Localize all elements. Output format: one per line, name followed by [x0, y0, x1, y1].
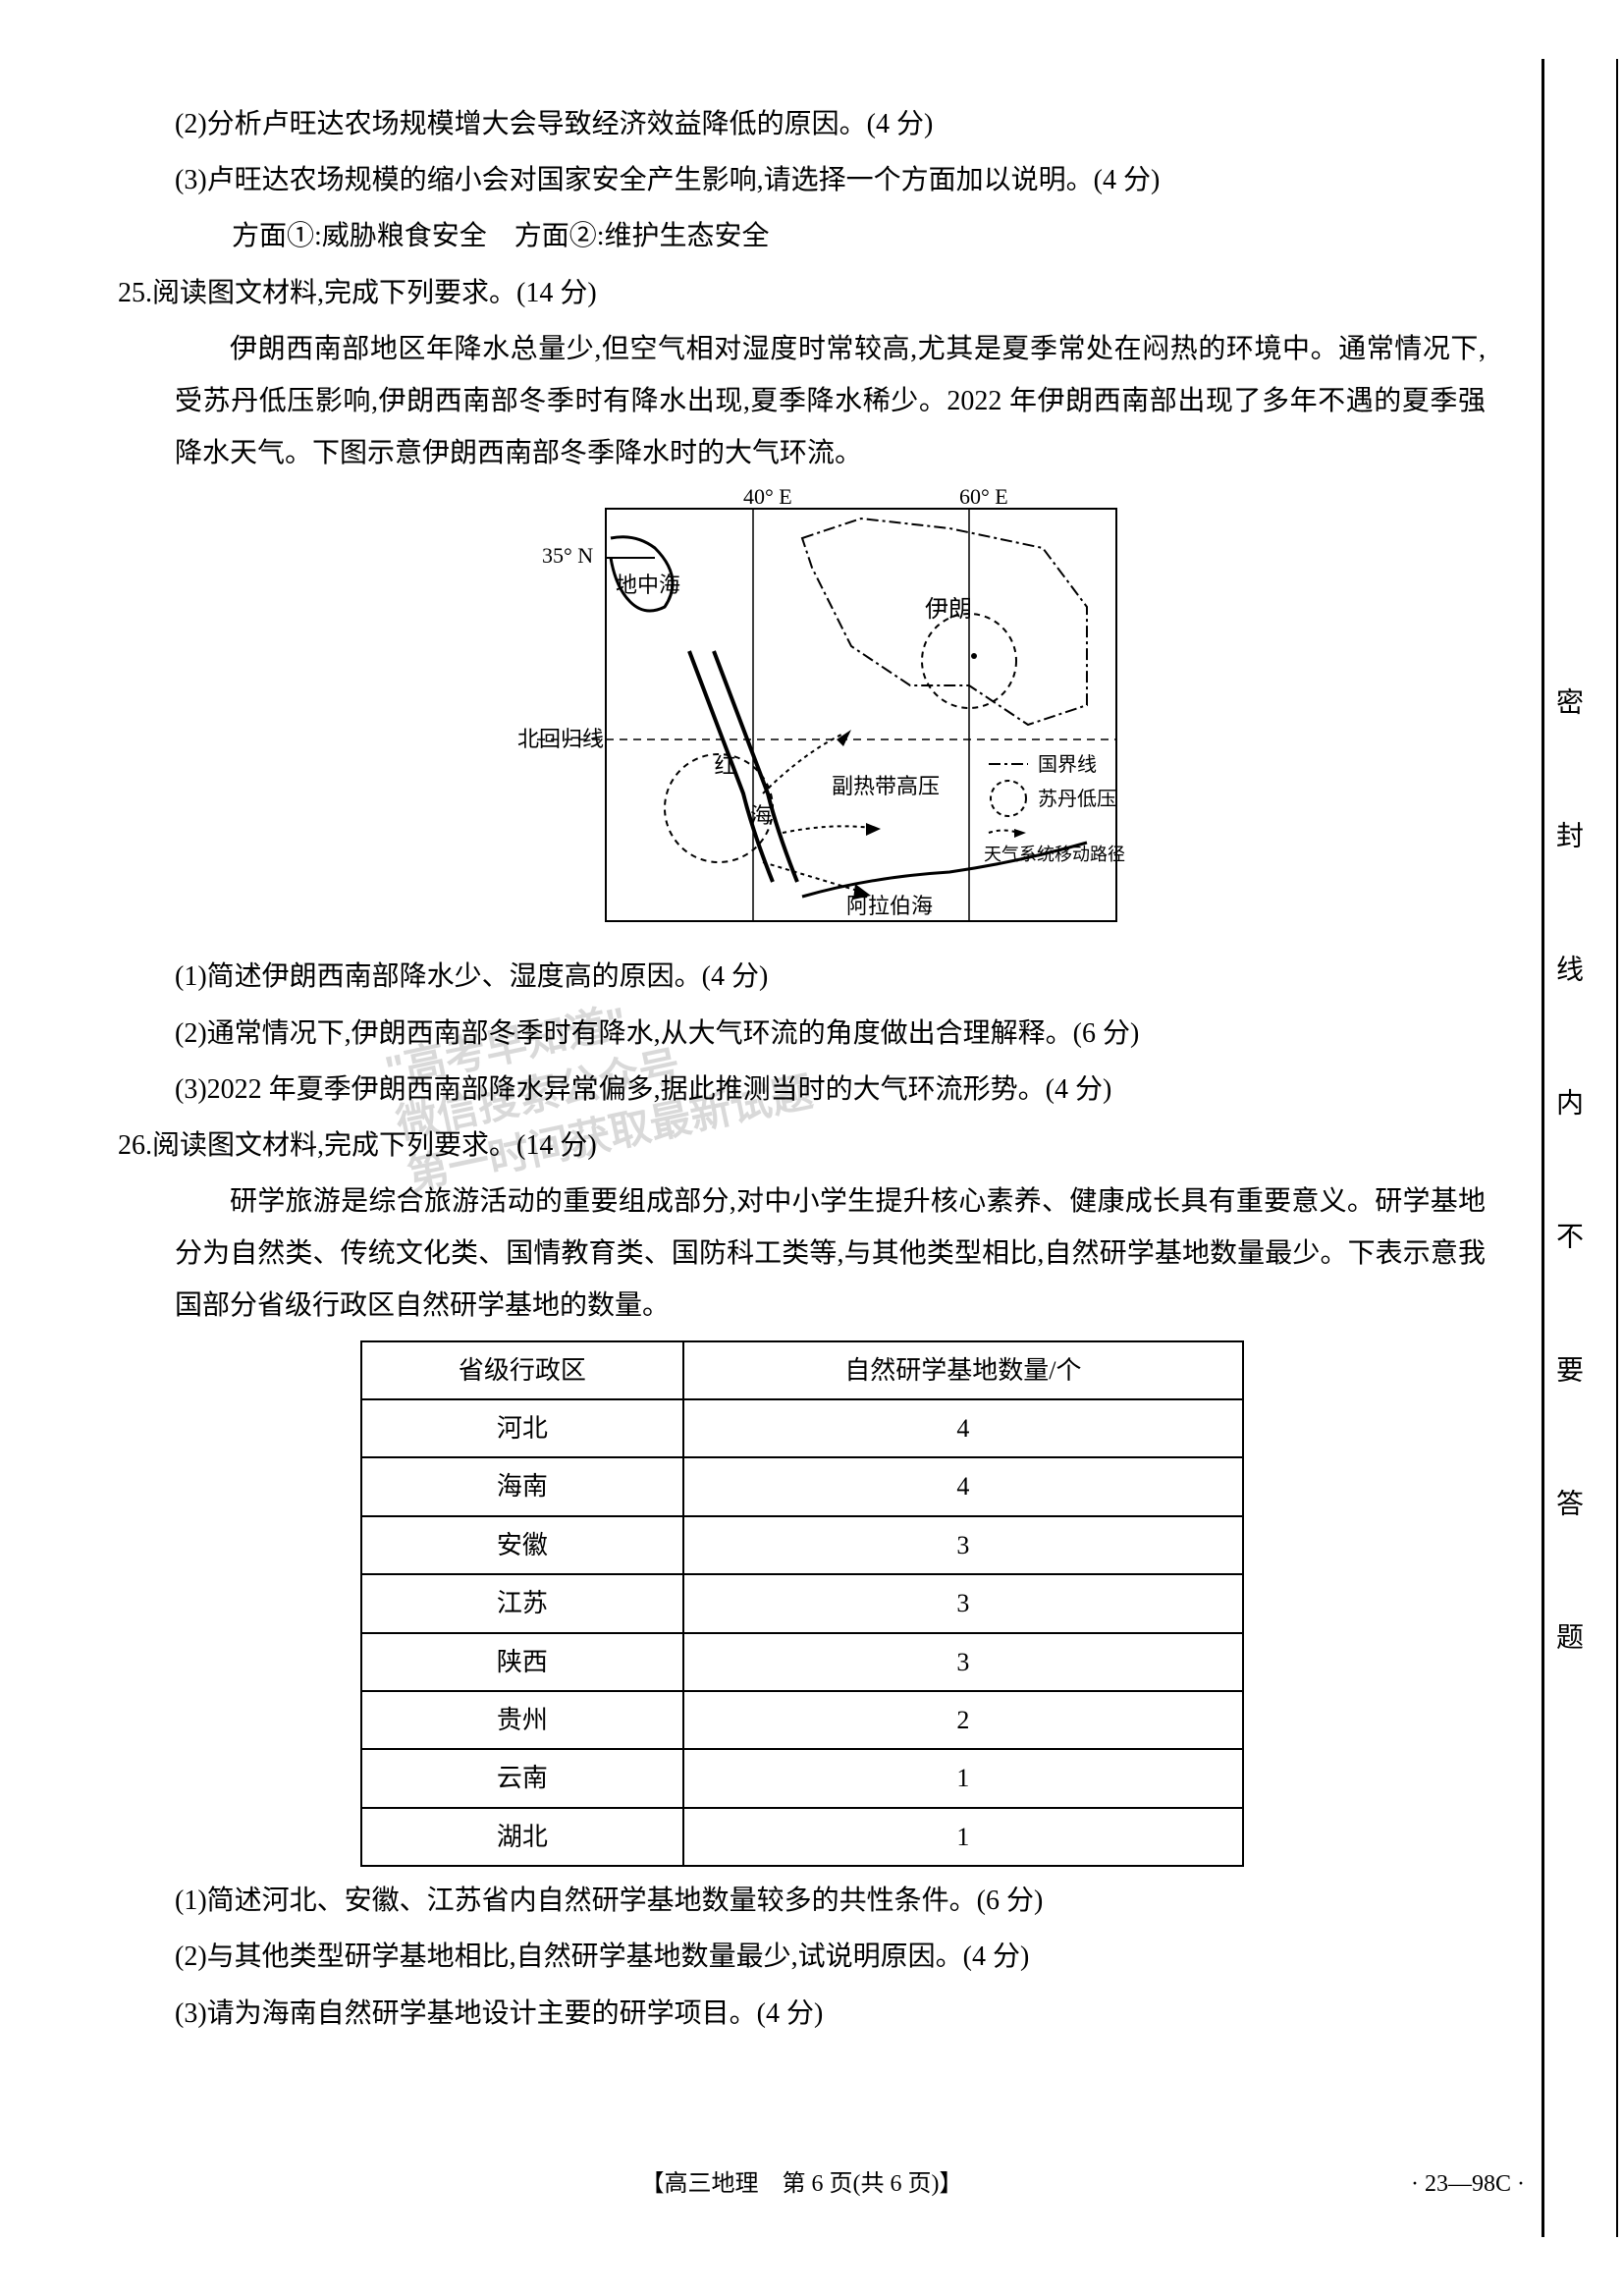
q25-sub2: (2)通常情况下,伊朗西南部冬季时有降水,从大气环流的角度做出合理解释。(6 分…	[118, 1008, 1486, 1060]
province-table: 省级行政区 自然研学基地数量/个 河北4 海南4 安徽3 江苏3 陕西3 贵州2…	[360, 1340, 1244, 1868]
lon60-label: 60° E	[959, 489, 1008, 509]
question-25: 25.阅读图文材料,完成下列要求。(14 分)	[118, 267, 1486, 319]
iran-label: 伊朗	[925, 596, 972, 623]
table-row: 云南1	[361, 1749, 1243, 1807]
red-sea-label2: 海	[750, 803, 772, 828]
q26-sub1: (1)简述河北、安徽、江苏省内自然研学基地数量较多的共性条件。(6 分)	[118, 1875, 1486, 1927]
sub-question-2: (2)分析卢旺达农场规模增大会导致经济效益降低的原因。(4 分)	[118, 98, 1486, 150]
table-row: 海南4	[361, 1457, 1243, 1515]
map-figure: 40° E 60° E 35° N 地中海 伊朗 红 海 北回归线	[459, 489, 1146, 941]
arabian-label: 阿拉伯海	[846, 894, 933, 918]
red-sea-label: 红	[711, 754, 735, 776]
page-footer: 【高三地理 第 6 页(共 6 页)】	[118, 2162, 1486, 2208]
side-border-line2	[1616, 59, 1618, 2237]
lat35-label: 35° N	[542, 543, 593, 568]
table-row: 河北4	[361, 1399, 1243, 1457]
q25-sub3: (3)2022 年夏季伊朗西南部降水异常偏多,据此推测当时的大气环流形势。(4 …	[118, 1064, 1486, 1116]
legend-border: 国界线	[1038, 753, 1097, 776]
mediterranean-label: 地中海	[616, 573, 680, 597]
sub-question-3: (3)卢旺达农场规模的缩小会对国家安全产生影响,请选择一个方面加以说明。(4 分…	[118, 154, 1486, 206]
page-footer-code: · 23—98C ·	[1411, 2162, 1525, 2208]
table-row: 江苏3	[361, 1574, 1243, 1632]
subtropical-label: 副热带高压	[832, 774, 940, 798]
iran-map-svg: 40° E 60° E 35° N 地中海 伊朗 红 海 北回归线	[459, 489, 1146, 941]
question-25-paragraph: 伊朗西南部地区年降水总量少,但空气相对湿度时常较高,尤其是夏季常处在闷热的环境中…	[118, 323, 1486, 480]
q25-sub1: (1)简述伊朗西南部降水少、湿度高的原因。(4 分)	[118, 951, 1486, 1003]
page-content: (2)分析卢旺达农场规模增大会导致经济效益降低的原因。(4 分) (3)卢旺达农…	[118, 98, 1486, 2040]
lon40-label: 40° E	[743, 489, 792, 509]
q26-sub3: (3)请为海南自然研学基地设计主要的研学项目。(4 分)	[118, 1988, 1486, 2040]
legend-path: 天气系统移动路径	[984, 845, 1125, 864]
question-26: 26.阅读图文材料,完成下列要求。(14 分)	[118, 1120, 1486, 1172]
legend-low: 苏丹低压	[1038, 788, 1116, 810]
province-table-container: 省级行政区 自然研学基地数量/个 河北4 海南4 安徽3 江苏3 陕西3 贵州2…	[360, 1340, 1244, 1868]
table-row: 贵州2	[361, 1691, 1243, 1749]
th-province: 省级行政区	[361, 1341, 684, 1399]
table-row: 安徽3	[361, 1516, 1243, 1574]
th-count: 自然研学基地数量/个	[683, 1341, 1242, 1399]
table-row: 陕西3	[361, 1633, 1243, 1691]
tropic-label: 北回归线	[517, 727, 604, 751]
table-row: 湖北1	[361, 1808, 1243, 1866]
table-header-row: 省级行政区 自然研学基地数量/个	[361, 1341, 1243, 1399]
q26-sub2: (2)与其他类型研学基地相比,自然研学基地数量最少,试说明原因。(4 分)	[118, 1931, 1486, 1983]
sub-question-3-options: 方面①:威胁粮食安全 方面②:维护生态安全	[118, 210, 1486, 262]
question-26-paragraph: 研学旅游是综合旅游活动的重要组成部分,对中小学生提升核心素养、健康成长具有重要意…	[118, 1175, 1486, 1333]
side-seal-text: 密 封 线 内 不 要 答 题	[1542, 687, 1594, 1689]
